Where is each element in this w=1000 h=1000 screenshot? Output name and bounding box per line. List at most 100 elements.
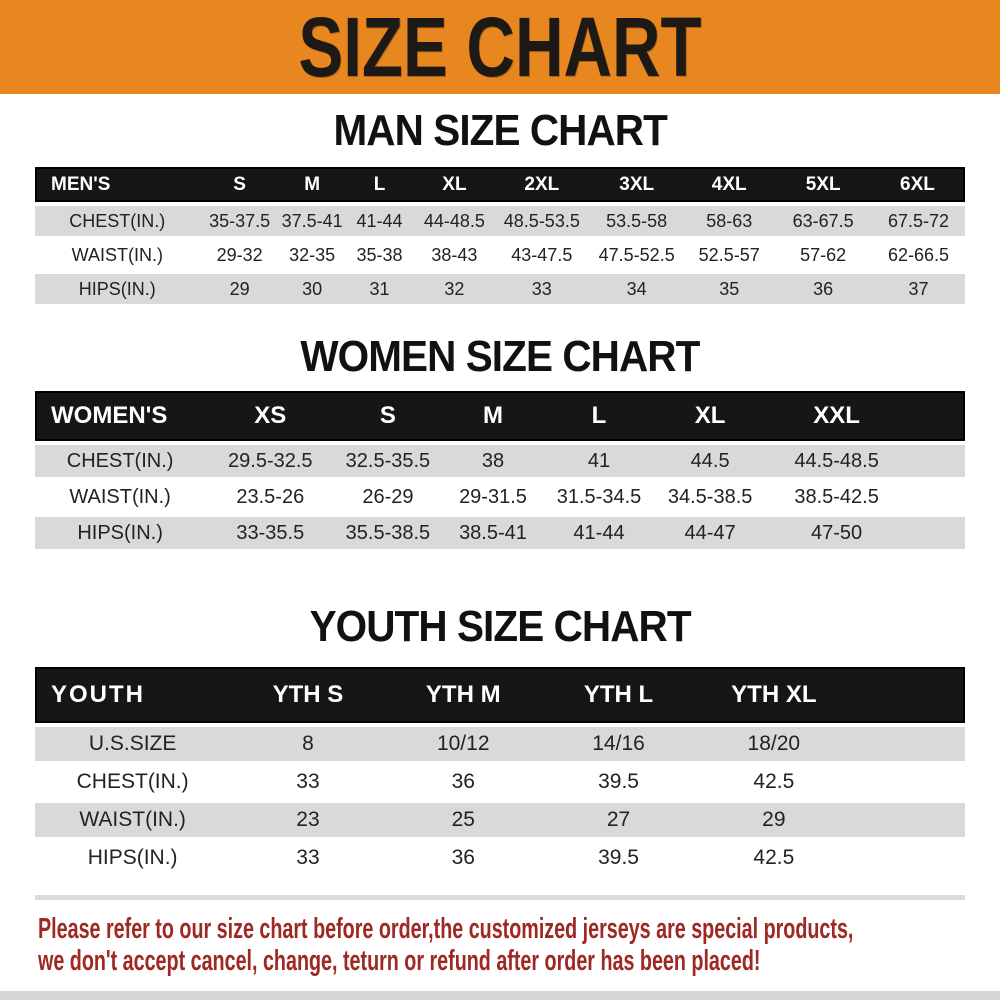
youth-row-label: U.S.SIZE xyxy=(35,727,231,761)
women-column-header-1: S xyxy=(335,391,441,441)
women-column-header-3: L xyxy=(545,391,653,441)
women-cell-0-2: 38 xyxy=(440,445,546,477)
men-column-header-1: M xyxy=(279,167,345,202)
women-size-table: WOMEN'S XS S M L XL XXL CHEST(IN.) 29.5-32.5 32.5… xyxy=(35,387,965,553)
youth-cell-3-1: 36 xyxy=(385,841,541,875)
women-cell-1-2: 29-31.5 xyxy=(440,481,546,513)
footer-notice: Please refer to our size chart before or… xyxy=(38,913,1000,977)
women-cell-0-0: 29.5-32.5 xyxy=(205,445,336,477)
youth-table-row-chest-in: CHEST(IN.) 33 36 39.5 42.5 xyxy=(35,765,965,799)
youth-column-header-0: YTH S xyxy=(230,667,386,723)
youth-row-label: CHEST(IN.) xyxy=(35,765,231,799)
spacer-cell xyxy=(905,517,965,549)
women-cell-0-5: 44.5-48.5 xyxy=(767,445,906,477)
youth-section-heading-text: YOUTH SIZE CHART xyxy=(309,602,691,651)
notice-line-2: we don't accept cancel, change, teturn o… xyxy=(38,945,761,977)
youth-cell-1-2: 39.5 xyxy=(540,765,697,799)
men-column-header-7: 5XL xyxy=(774,167,872,202)
men-cell-0-0: 35-37.5 xyxy=(199,206,280,236)
men-cell-1-0: 29-32 xyxy=(199,240,280,270)
youth-table-corner-label: YOUTH xyxy=(35,667,231,723)
men-cell-0-4: 48.5-53.5 xyxy=(494,206,590,236)
youth-cell-2-1: 25 xyxy=(385,803,541,837)
women-cell-1-1: 26-29 xyxy=(335,481,441,513)
youth-table-row-u-s-size: U.S.SIZE 8 10/12 14/16 18/20 xyxy=(35,727,965,761)
men-table-row-hips-in: HIPS(IN.) 29 30 31 32 33 34 35 36 37 xyxy=(35,274,965,304)
women-row-label: CHEST(IN.) xyxy=(35,445,206,477)
youth-cell-1-3: 42.5 xyxy=(696,765,852,799)
women-cell-2-3: 41-44 xyxy=(545,517,653,549)
men-column-header-6: 4XL xyxy=(684,167,775,202)
women-table-row-chest-in: CHEST(IN.) 29.5-32.5 32.5-35.5 38 41 44.5 44.5… xyxy=(35,445,965,477)
women-row-label: WAIST(IN.) xyxy=(35,481,206,513)
men-cell-0-1: 37.5-41 xyxy=(279,206,345,236)
spacer-cell xyxy=(851,841,965,875)
youth-cell-1-0: 33 xyxy=(230,765,386,799)
women-cell-2-4: 44-47 xyxy=(652,517,768,549)
women-cell-1-4: 34.5-38.5 xyxy=(652,481,768,513)
women-cell-2-5: 47-50 xyxy=(767,517,906,549)
spacer-cell xyxy=(851,765,965,799)
women-section-heading-text: WOMEN SIZE CHART xyxy=(300,332,700,381)
men-cell-1-5: 47.5-52.5 xyxy=(589,240,685,270)
men-cell-2-3: 32 xyxy=(414,274,495,304)
men-size-table: MEN'S S M L XL 2XL 3XL 4XL 5XL 6XL CHEST(IN.) 35-37… xyxy=(35,163,965,308)
men-cell-0-8: 67.5-72 xyxy=(871,206,965,236)
spacer-cell xyxy=(905,391,965,441)
men-table-corner-label: MEN'S xyxy=(35,167,200,202)
women-table-row-hips-in: HIPS(IN.) 33-35.5 35.5-38.5 38.5-41 41-44 44-… xyxy=(35,517,965,549)
men-cell-2-2: 31 xyxy=(344,274,415,304)
women-cell-2-0: 33-35.5 xyxy=(205,517,336,549)
spacer-cell xyxy=(851,667,965,723)
banner: SIZE CHART xyxy=(0,0,1000,94)
men-cell-0-2: 41-44 xyxy=(344,206,415,236)
men-column-header-4: 2XL xyxy=(494,167,590,202)
bottom-strip xyxy=(0,991,1000,1000)
men-cell-1-7: 57-62 xyxy=(774,240,872,270)
youth-table-header-row: YOUTH YTH S YTH M YTH L YTH XL xyxy=(35,667,965,723)
youth-cell-3-2: 39.5 xyxy=(540,841,697,875)
youth-cell-3-0: 33 xyxy=(230,841,386,875)
youth-row-label: HIPS(IN.) xyxy=(35,841,231,875)
men-cell-2-6: 35 xyxy=(684,274,775,304)
youth-cell-0-3: 18/20 xyxy=(696,727,852,761)
women-cell-1-5: 38.5-42.5 xyxy=(767,481,906,513)
women-cell-0-3: 41 xyxy=(545,445,653,477)
men-column-header-2: L xyxy=(344,167,415,202)
spacer-cell xyxy=(905,445,965,477)
spacer-cell xyxy=(851,803,965,837)
men-cell-1-8: 62-66.5 xyxy=(871,240,965,270)
youth-table-bottom-rule xyxy=(35,895,965,900)
women-cell-1-0: 23.5-26 xyxy=(205,481,336,513)
women-column-header-0: XS xyxy=(205,391,336,441)
men-cell-2-8: 37 xyxy=(871,274,965,304)
youth-cell-2-3: 29 xyxy=(696,803,852,837)
women-cell-0-1: 32.5-35.5 xyxy=(335,445,441,477)
men-cell-2-1: 30 xyxy=(279,274,345,304)
men-cell-1-6: 52.5-57 xyxy=(684,240,775,270)
men-column-header-3: XL xyxy=(414,167,495,202)
men-table-row-chest-in: CHEST(IN.) 35-37.5 37.5-41 41-44 44-48.5 48.5… xyxy=(35,206,965,236)
youth-section-heading: YOUTH SIZE CHART xyxy=(0,605,1000,649)
men-column-header-8: 6XL xyxy=(871,167,965,202)
men-cell-1-1: 32-35 xyxy=(279,240,345,270)
men-cell-0-6: 58-63 xyxy=(684,206,775,236)
spacer-cell xyxy=(905,481,965,513)
youth-cell-0-0: 8 xyxy=(230,727,386,761)
women-table-corner-label: WOMEN'S xyxy=(35,391,206,441)
men-table-row-waist-in: WAIST(IN.) 29-32 32-35 35-38 38-43 43-47.5 47.… xyxy=(35,240,965,270)
women-section-heading: WOMEN SIZE CHART xyxy=(0,335,1000,379)
youth-table-row-waist-in: WAIST(IN.) 23 25 27 29 xyxy=(35,803,965,837)
men-cell-1-2: 35-38 xyxy=(344,240,415,270)
men-row-label: HIPS(IN.) xyxy=(35,274,200,304)
women-column-header-4: XL xyxy=(652,391,768,441)
men-row-label: CHEST(IN.) xyxy=(35,206,200,236)
men-cell-2-4: 33 xyxy=(494,274,590,304)
men-section-heading-text: MAN SIZE CHART xyxy=(333,106,667,155)
men-cell-2-5: 34 xyxy=(589,274,685,304)
youth-table-row-hips-in: HIPS(IN.) 33 36 39.5 42.5 xyxy=(35,841,965,875)
men-column-header-0: S xyxy=(199,167,280,202)
youth-column-header-2: YTH L xyxy=(540,667,697,723)
men-cell-0-5: 53.5-58 xyxy=(589,206,685,236)
